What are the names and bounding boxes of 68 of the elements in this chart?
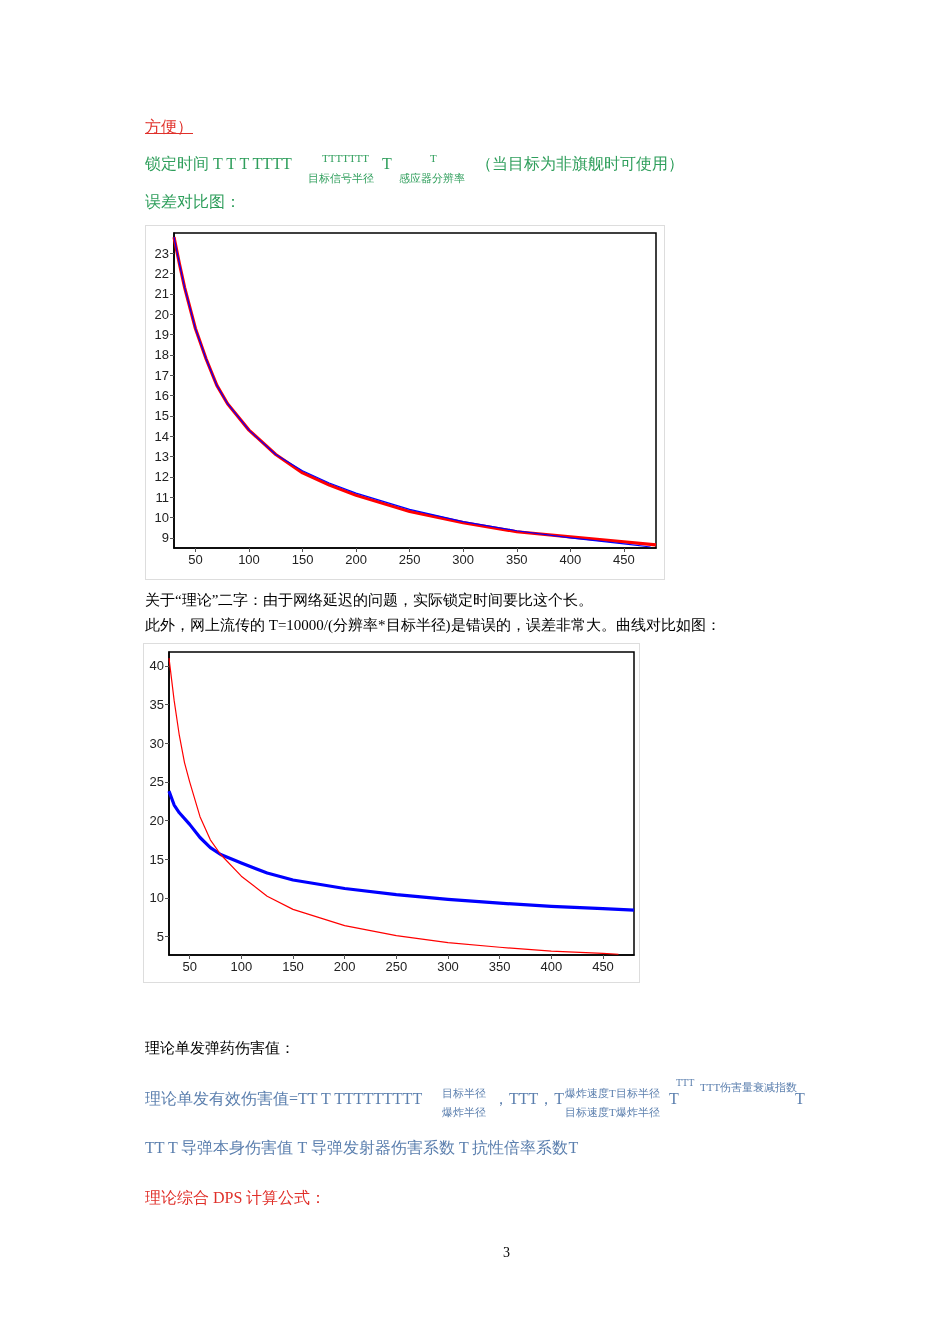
x-tick-label: 250 [398,552,421,567]
line-series [167,789,636,912]
text: 目标速度T爆炸半径 [565,1106,660,1119]
x-tick-label: 450 [592,959,614,974]
x-tick-label: 450 [613,552,635,567]
x-tick-label: 350 [488,959,511,974]
text: TTTTTTT [322,152,370,165]
text: 目标半径 [442,1087,486,1100]
text: 爆炸半径 [442,1106,486,1119]
y-tick-label: 13 [154,449,169,465]
chart-title: 此外，网上流传的 T=10000/(分辨率*目标半径)是错误的，误差非常大。曲线对比如图： [145,617,721,634]
y-tick-label: 18 [154,347,169,363]
x-tick-label: 350 [505,552,528,567]
x-tick-label: 150 [282,959,304,974]
y-tick-label: 15 [149,851,164,867]
x-tick-label: 200 [345,552,367,567]
text: 理论综合 DPS 计算公式： [145,1189,327,1207]
line-series [168,657,620,955]
y-tick-label: 19 [154,327,169,343]
text: T [795,1090,805,1108]
text: T [669,1090,679,1108]
y-tick-label: 12 [154,469,169,485]
text: TTT [676,1077,695,1088]
text: 爆炸速度T目标半径 [565,1087,660,1100]
y-tick-label: 10 [154,510,169,526]
y-tick-label: 9 [161,530,169,546]
text: 理论单发弹药伤害值： [145,1040,295,1057]
y-tick-label: 23 [154,245,169,261]
y-tick-label: 20 [149,813,164,829]
text: 感应器分辨率 [399,172,465,185]
y-tick-label: 15 [154,408,169,424]
y-tick-label: 35 [149,697,164,713]
text: 锁定时间 T T T TTTT [145,155,292,173]
text: TTT伤害量衰减指数 [700,1081,798,1094]
y-tick-label: 22 [154,266,169,282]
y-tick-label: 16 [154,388,169,404]
text: ，TTT，T [493,1090,565,1108]
text: （当目标为非旗舰时可使用） [476,155,684,173]
text: T [430,152,437,165]
x-tick-label: 100 [230,959,253,974]
x-tick-label: 400 [559,552,582,567]
text: 目标信号半径 [308,172,374,185]
y-tick-label: 30 [149,735,164,751]
y-tick-label: 17 [154,367,169,383]
text: 3 [503,1245,510,1261]
x-tick-label: 200 [333,959,356,974]
text: 关于“理论”二字：由于网络延迟的问题，实际锁定时间要比这个长。 [145,592,594,609]
x-tick-label: 250 [385,959,408,974]
y-tick-label: 14 [154,428,169,444]
y-tick-label: 5 [156,928,164,944]
x-tick-label: 400 [540,959,563,974]
text: 理论单发有效伤害值=TT T TTTTTTTTT [145,1090,423,1108]
y-tick-label: 25 [149,774,164,790]
y-tick-label: 10 [149,890,164,906]
text: T [382,155,392,173]
y-tick-label: 11 [155,489,169,505]
chart-title: 误差对比图： [145,193,241,211]
x-tick-label: 50 [182,959,197,974]
y-tick-label: 40 [149,658,164,674]
x-tick-label: 300 [437,959,459,974]
x-tick-label: 100 [238,552,260,567]
text: 方便） [145,118,193,136]
x-tick-label: 300 [452,552,475,567]
text: TT T 导弹本身伤害值 T 导弹发射器伤害系数 T 抗性倍率系数T [145,1139,579,1157]
y-tick-label: 20 [154,306,169,322]
x-tick-label: 150 [291,552,314,567]
x-tick-label: 50 [188,552,203,567]
y-tick-label: 21 [154,286,169,302]
